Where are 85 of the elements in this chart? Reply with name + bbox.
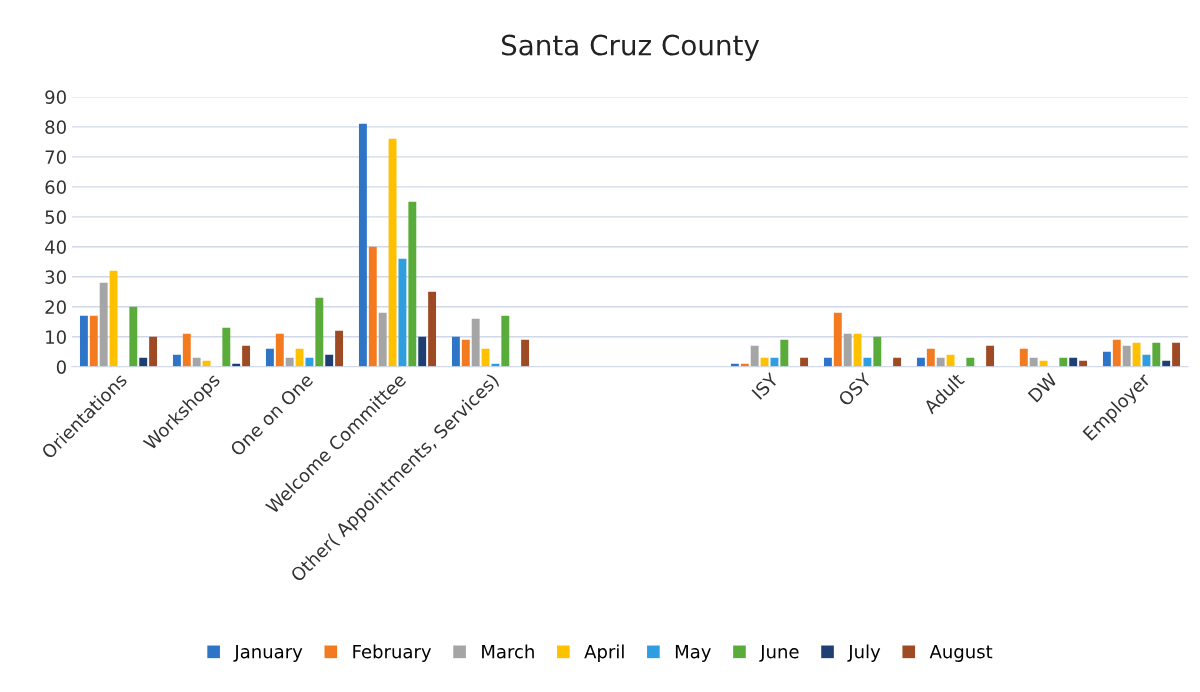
bar (471, 318, 480, 367)
y-tick-label: 30 (45, 270, 66, 284)
y-tick-label: 40 (45, 240, 66, 254)
bar (358, 123, 367, 367)
bar (1122, 345, 1131, 367)
bar (305, 357, 314, 367)
y-tick-label: 10 (46, 330, 66, 344)
bar (760, 357, 769, 367)
bar (461, 339, 470, 367)
bar (1142, 354, 1151, 367)
bar (315, 297, 324, 367)
bar (242, 345, 251, 367)
bar (893, 357, 902, 367)
y-tick-label: 60 (45, 180, 66, 194)
bar (853, 333, 862, 367)
bar (800, 357, 809, 367)
bar (109, 270, 118, 367)
y-tick-label: 20 (45, 300, 66, 314)
legend-label: May (675, 644, 711, 662)
x-tick-label: ISY (751, 371, 780, 400)
bar (378, 312, 387, 367)
y-tick-label: 80 (45, 120, 66, 134)
bar (501, 315, 510, 367)
bar (986, 345, 995, 367)
y-tick-label: 90 (45, 90, 66, 104)
bar (873, 336, 882, 367)
y-tick-label: 0 (56, 360, 66, 374)
bar (750, 345, 759, 367)
bar (285, 357, 294, 367)
x-tick-label: One on One (229, 372, 314, 457)
bar (451, 336, 460, 367)
bar (428, 291, 437, 367)
bar (1152, 342, 1161, 367)
bar (295, 348, 304, 367)
legend-label: August (929, 644, 993, 662)
bar (325, 354, 334, 367)
bar (770, 357, 779, 367)
bar (1059, 357, 1068, 367)
bar (843, 333, 852, 367)
bar (408, 201, 417, 367)
bar (1112, 339, 1121, 367)
y-tick-label: 70 (45, 150, 66, 164)
bar (79, 315, 88, 367)
bar (335, 330, 344, 367)
bar (926, 348, 935, 367)
bar (916, 357, 925, 367)
bar (833, 312, 842, 367)
bar (99, 282, 108, 367)
bar (129, 306, 138, 367)
bar (398, 258, 407, 367)
bar (1102, 351, 1111, 367)
bar (780, 339, 789, 367)
bar (149, 336, 158, 367)
bar (1029, 357, 1038, 367)
bar (192, 357, 201, 367)
legend-label: March (482, 644, 534, 659)
bar (368, 246, 377, 367)
bar (1069, 357, 1078, 367)
bar (182, 333, 191, 367)
bar (89, 315, 98, 367)
bar (172, 354, 181, 367)
bar (823, 357, 832, 367)
legend-label: July (847, 644, 881, 662)
chart-title: Santa Cruz County (501, 34, 760, 61)
bar (966, 357, 975, 367)
bar (1132, 342, 1141, 367)
bar (222, 327, 231, 367)
bar (388, 138, 397, 367)
bar (139, 357, 148, 367)
legend-label: April (584, 644, 624, 662)
bar (946, 354, 955, 367)
legend-label: June (759, 644, 799, 662)
legend-label: January (233, 644, 303, 662)
legend-label: February (353, 644, 432, 662)
bar (1172, 342, 1181, 367)
bar (521, 339, 530, 367)
bar (1019, 348, 1028, 367)
x-tick-label: DW (1027, 372, 1058, 403)
bar (863, 357, 872, 367)
bar (275, 333, 284, 367)
y-tick-label: 50 (45, 210, 66, 224)
bar (265, 348, 274, 367)
bar (481, 348, 490, 367)
bar (936, 357, 945, 367)
bar (418, 336, 427, 367)
